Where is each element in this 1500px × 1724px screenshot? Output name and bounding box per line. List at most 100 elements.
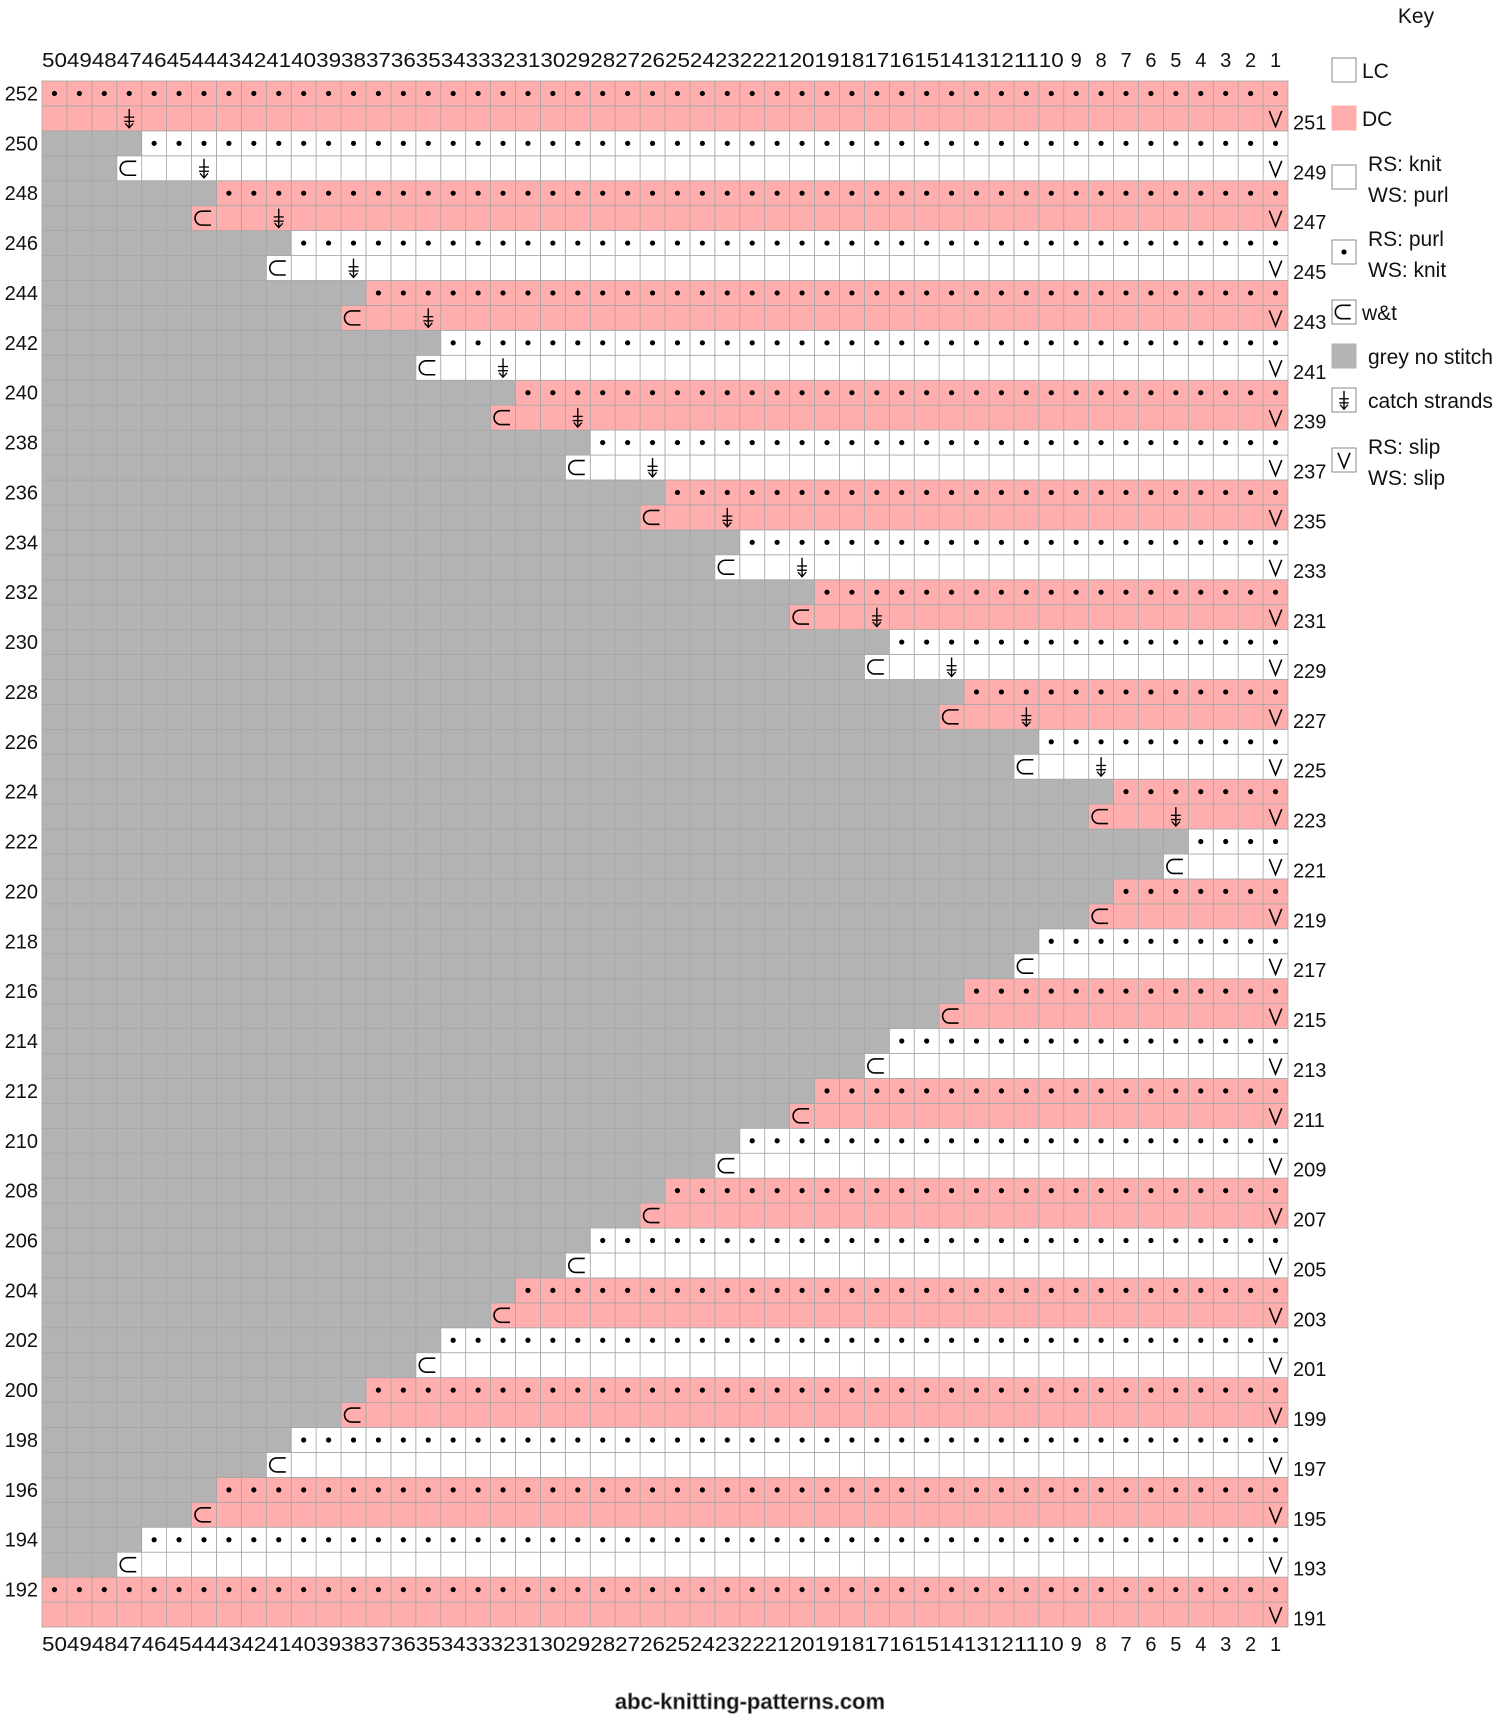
stitch-cell [938,1102,965,1129]
purl-dot [674,290,681,296]
no-stitch-cell [714,629,741,655]
no-stitch-cell [515,728,541,755]
no-stitch-cell [589,1127,616,1154]
no-stitch-cell [714,878,741,905]
stitch-cell [1187,1003,1214,1029]
purl-dot [824,589,830,595]
row-number-left: 204 [5,1280,38,1302]
stitch-cell [1038,454,1065,481]
stitch-cell [340,1501,367,1528]
stitch-cell [1088,354,1114,381]
stitch-cell [988,1302,1015,1329]
purl-dot [1198,489,1204,496]
purl-dot [674,340,681,346]
no-stitch-cell [240,1127,267,1154]
wrap-and-turn-icon [568,459,585,476]
stitch-cell [913,105,940,132]
no-stitch-cell [589,504,616,531]
chart-row-192 [41,1576,1289,1603]
no-stitch-cell [739,1028,766,1054]
no-stitch-cell [415,1102,442,1129]
purl-dot [1248,1337,1254,1343]
row-number-left: 216 [5,981,38,1003]
column-number: 4 [1195,50,1206,72]
no-stitch-cell [216,479,242,506]
column-number: 42 [241,1634,266,1656]
purl-dot [276,1487,282,1493]
purl-dot [1198,340,1204,346]
no-stitch-cell [664,703,691,730]
purl-dot [400,1487,406,1493]
purl-dot [76,1586,82,1593]
column-number: 26 [640,1634,665,1656]
stitch-cell [265,1551,292,1578]
no-stitch-cell [415,554,442,581]
stitch-cell [888,1102,915,1129]
no-stitch-cell [265,504,292,531]
stitch-cell [839,305,865,331]
stitch-cell [963,604,990,630]
no-stitch-cell [265,554,292,581]
no-stitch-cell [340,953,367,980]
no-stitch-cell [265,280,292,306]
row-number-right: 217 [1293,960,1326,982]
row-number-right: 225 [1293,761,1326,783]
stitch-cell [789,504,815,531]
purl-dot [1123,639,1129,645]
purl-dot [998,1586,1005,1593]
purl-dot [724,90,730,97]
no-stitch-cell [216,1352,242,1379]
purl-dot [1223,1586,1229,1593]
purl-dot [1023,1537,1029,1543]
stitch-cell [564,1302,591,1329]
stitch-cell [814,1152,840,1179]
stitch-cell [789,1601,815,1628]
stitch-cell [365,155,392,182]
no-stitch-cell [240,354,267,381]
wrap-and-turn-icon [867,1058,884,1074]
stitch-cell [764,504,790,531]
purl-dot [924,1038,930,1044]
stitch-cell [1088,1402,1114,1428]
stitch-cell [1237,1302,1264,1329]
stitch-cell [141,1551,167,1578]
no-stitch-cell [365,853,392,880]
no-stitch-cell [863,1003,890,1029]
stitch-cell [1138,155,1164,182]
purl-dot [1048,390,1054,396]
column-number: 43 [216,50,241,72]
purl-dot [1073,1337,1079,1343]
stitch-cell [589,305,616,331]
stitch-cell [1088,1152,1114,1179]
key-label: RS: knit [1368,153,1442,176]
purl-dot [201,90,207,97]
no-stitch-cell [191,903,217,930]
stitch-cell [1038,1053,1065,1079]
purl-dot [924,240,930,246]
purl-dot [1123,1237,1129,1244]
wrap-and-turn-icon [1016,958,1034,974]
purl-dot [1198,439,1204,446]
no-stitch-cell [490,504,516,531]
no-stitch-cell [290,404,317,431]
stitch-cell [390,155,417,182]
purl-dot [1198,240,1204,246]
column-number: 16 [889,50,914,72]
purl-dot [1073,639,1079,645]
no-stitch-cell [764,878,790,905]
no-stitch-cell [191,1302,217,1329]
stitch-cell [589,1352,616,1379]
no-stitch-cell [465,379,491,406]
stitch-cell [1063,1402,1090,1428]
no-stitch-cell [41,1227,68,1254]
no-stitch-cell [191,803,217,830]
no-stitch-cell [440,778,467,805]
purl-dot [1123,689,1129,695]
stitch-cell [988,1102,1015,1129]
no-stitch-cell [440,1028,467,1054]
column-number: 24 [690,50,715,72]
stitch-cell [1113,105,1139,132]
stitch-cell [789,1202,815,1229]
purl-dot [948,1188,955,1194]
stitch-cell [216,1501,242,1528]
